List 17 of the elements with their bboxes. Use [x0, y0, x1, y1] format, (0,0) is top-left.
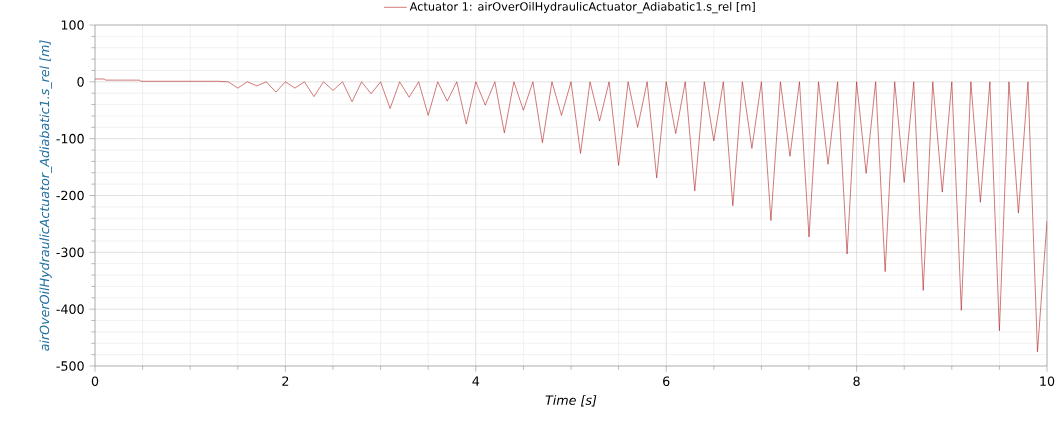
line-series — [95, 78, 1047, 353]
x-tick-label: 0 — [91, 376, 99, 386]
x-axis-title: Time [s] — [545, 395, 597, 407]
legend-label: Actuator 1: airOverOilHydraulicActuator_Adiabatic1.s_rel [m] — [409, 1, 755, 14]
x-tick-label: 2 — [282, 376, 289, 386]
x-tick-label: 10 — [1040, 376, 1055, 386]
x-tick-label: 6 — [663, 376, 670, 386]
y-tick-label: -300 — [56, 247, 84, 258]
y-tick-label: -100 — [56, 133, 84, 144]
x-tick-label: 8 — [853, 376, 860, 386]
y-axis-title: airOverOilHydraulicActuator_Adiabatic1.s_rel [m] — [39, 40, 53, 351]
y-tick-label: -400 — [56, 304, 84, 314]
y-tick-label: -500 — [56, 361, 84, 371]
x-tick-label: 4 — [472, 376, 480, 386]
y-tick-label: 0 — [77, 77, 84, 87]
y-tick-label: -200 — [56, 190, 84, 201]
y-tick-label: 100 — [61, 20, 84, 30]
